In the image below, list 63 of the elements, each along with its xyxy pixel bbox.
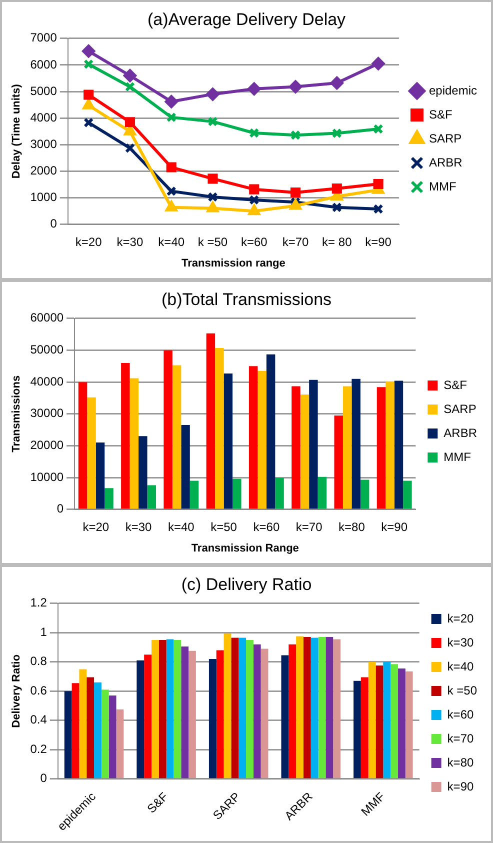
y-tick-label: 0.6: [30, 683, 48, 698]
x-tick-label: k=50: [210, 520, 238, 534]
legend-label: SARP: [444, 402, 476, 416]
x-tick-label: k=80: [338, 520, 366, 534]
y-axis-title: Delivery Ratio: [10, 654, 23, 728]
legend-label: k=90: [447, 779, 474, 794]
legend-label: k =50: [447, 683, 478, 698]
y-tick-label: 40000: [30, 374, 64, 388]
x-tick-label: k=40: [158, 234, 185, 249]
legend-label: k=40: [447, 659, 474, 674]
y-tick-label: 60000: [30, 310, 64, 325]
legend-label: MMF: [444, 450, 471, 464]
y-tick-label: 0.8: [30, 654, 48, 668]
y-tick-label: 10000: [30, 470, 64, 484]
legend-label: k=30: [447, 635, 474, 650]
x-tick-label: k =50: [198, 234, 228, 249]
y-tick-label: 1: [40, 624, 48, 639]
y-tick-label: 2000: [30, 164, 58, 178]
x-tick-label: k=20: [82, 520, 110, 534]
y-tick-label: 1000: [30, 190, 58, 204]
chart-title: (a)Average Delivery Delay: [147, 10, 346, 29]
legend-label: k=60: [447, 707, 474, 722]
legend-label: ARBR: [444, 426, 478, 440]
legend-label: S&F: [428, 107, 452, 122]
legend-label: SARP: [428, 131, 462, 146]
x-tick-label: k=60: [253, 520, 280, 534]
y-tick-label: 7000: [30, 30, 58, 45]
legend-label: k=20: [447, 611, 474, 626]
y-tick-label: 1.2: [30, 596, 48, 610]
x-tick-label: k= 80: [322, 234, 352, 249]
legend-label: k=70: [447, 731, 474, 746]
x-axis-title: Transmission Range: [191, 542, 299, 554]
y-tick-label: 20000: [30, 438, 64, 452]
y-tick-label: 0: [40, 771, 48, 786]
y-tick-label: 0.2: [30, 742, 48, 756]
y-tick-label: 3000: [30, 137, 58, 151]
y-tick-label: 30000: [30, 406, 64, 420]
x-tick-label: k=60: [240, 234, 268, 249]
x-tick-label: k=40: [168, 520, 195, 534]
y-axis-title: Delay (Time units): [10, 84, 23, 179]
chart-title: (c) Delivery Ratio: [181, 574, 312, 594]
x-axis-title: Transmission range: [181, 257, 286, 270]
y-axis-title: Transmissions: [10, 375, 23, 452]
y-tick-label: 50000: [30, 342, 64, 357]
legend-label: epidemic: [428, 83, 478, 98]
chart-title: (b)Total Transmissions: [161, 290, 332, 309]
legend-label: k=80: [447, 755, 474, 770]
x-tick-label: k=70: [296, 520, 323, 534]
y-tick-label: 5000: [30, 84, 58, 98]
y-tick-label: 6000: [30, 57, 58, 72]
x-tick-label: k=30: [125, 520, 152, 534]
legend-label: MMF: [428, 179, 456, 194]
x-tick-label: k=20: [75, 234, 102, 249]
x-tick-label: k=90: [381, 520, 408, 534]
legend-label: ARBR: [428, 155, 463, 170]
x-tick-label: k=70: [282, 234, 310, 249]
y-tick-label: 0: [56, 502, 64, 516]
legend-label: S&F: [444, 378, 468, 392]
x-tick-label: k=30: [116, 234, 144, 249]
y-tick-label: 4000: [30, 110, 58, 124]
y-tick-label: 0.4: [30, 712, 48, 727]
y-tick-label: 0: [50, 216, 58, 231]
x-tick-label: k=90: [365, 234, 392, 249]
